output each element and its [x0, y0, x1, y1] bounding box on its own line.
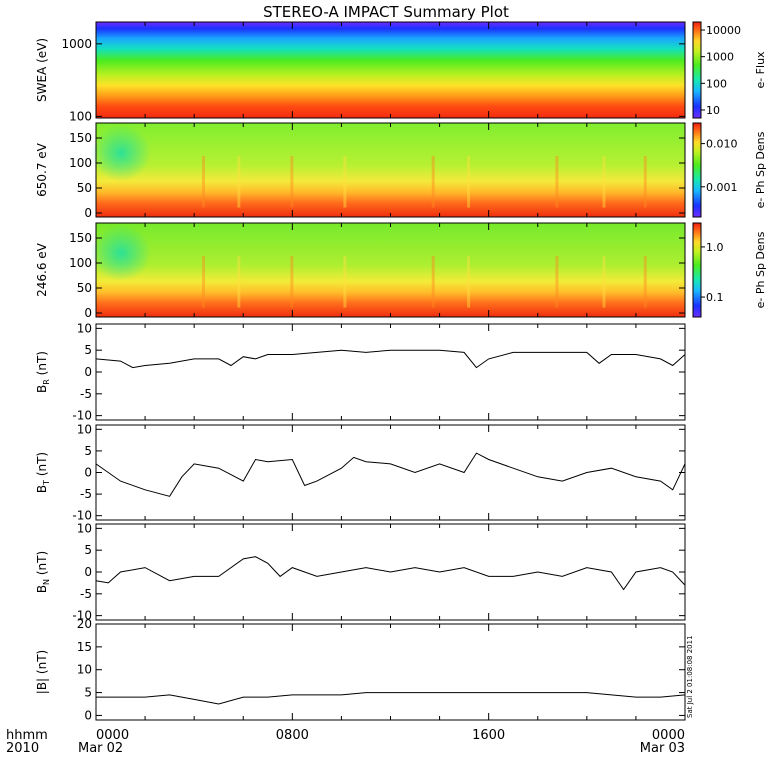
y-tick-label: 10	[77, 422, 92, 436]
heatmap-streak	[290, 255, 294, 308]
footer-date-start: Mar 02	[78, 741, 123, 756]
y-tick-label: 0	[84, 365, 92, 379]
y-axis-label: BT (nT)	[35, 452, 51, 493]
footer-hhmm-label: hhmm	[6, 728, 48, 743]
y-axis-label-sub: N	[42, 579, 51, 585]
colorbar-tick-label: 1.0	[706, 241, 724, 254]
y-tick-label: 100	[69, 109, 92, 123]
heatmap-streak	[643, 255, 647, 308]
heatmap-panel-0	[96, 22, 685, 118]
colorbar-label: e- Ph Sp Dens	[754, 131, 767, 208]
panel-frame	[95, 623, 686, 721]
y-tick-label: 10	[77, 321, 92, 335]
y-tick-label: 50	[77, 281, 92, 295]
heatmap-streak	[643, 155, 647, 208]
heatmap-streak	[431, 155, 435, 208]
colorbar-2	[692, 222, 702, 318]
panel-frame	[95, 424, 686, 521]
heatmap-streak	[602, 155, 606, 208]
heatmap-streak	[467, 155, 471, 208]
colorbar-tick-label: 0.001	[706, 181, 738, 194]
y-tick-label: 5	[84, 543, 92, 557]
colorbar-tick-label: 10000	[706, 24, 741, 37]
colorbar-0	[692, 21, 702, 119]
heatmap-streak	[555, 255, 559, 308]
y-tick-label: 100	[69, 256, 92, 270]
heatmap-streak	[431, 255, 435, 308]
y-tick-label: 0	[84, 565, 92, 579]
heatmap-streak	[555, 155, 559, 208]
y-tick-label: 100	[69, 156, 92, 170]
y-axis-label: BN (nT)	[35, 551, 51, 593]
colorbar-tick-label: 0.010	[706, 138, 738, 151]
y-axis-label: 650.7 eV	[35, 142, 49, 197]
y-tick-label: 0	[84, 206, 92, 220]
y-axis-label-unit: (nT)	[35, 650, 49, 678]
y-tick-label: -5	[80, 387, 92, 401]
heatmap-blob-2	[91, 225, 151, 281]
y-axis-label-unit: (nT)	[35, 452, 49, 480]
colorbar-tick-label: 100	[706, 77, 727, 90]
y-tick-label: 20	[77, 617, 92, 631]
y-tick-label: 15	[77, 640, 92, 654]
y-tick-label: 0	[84, 466, 92, 480]
timestamp-stamp: Sat Jul 2 01:08:08 2011	[686, 635, 694, 718]
series-line-5	[95, 556, 686, 591]
y-tick-label: -10	[72, 409, 92, 423]
footer-date-end: Mar 03	[640, 741, 685, 756]
heatmap-streak	[290, 155, 294, 208]
colorbar-tick-label: 1000	[706, 51, 734, 64]
y-tick-label: 1000	[61, 37, 92, 51]
y-tick-label: 50	[77, 181, 92, 195]
heatmap-streak	[343, 155, 347, 208]
y-axis-label-sub: R	[42, 379, 51, 385]
series-line-4	[95, 452, 686, 497]
colorbar-1	[692, 122, 702, 218]
y-tick-label: 10	[77, 521, 92, 535]
y-axis-label: SWEA (eV)	[35, 38, 49, 102]
series-line-6	[96, 692, 686, 705]
x-tick-label: 0800	[276, 728, 309, 743]
x-tick-label: 1600	[472, 728, 505, 743]
x-tick-label: 0000	[652, 728, 685, 743]
y-tick-label: -10	[72, 509, 92, 523]
y-tick-label: 0	[84, 708, 92, 722]
colorbar-label: e- Flux	[754, 51, 767, 89]
y-axis-label-unit: (nT)	[35, 351, 49, 379]
y-tick-label: -5	[80, 487, 92, 501]
heatmap-panel-2	[96, 223, 685, 317]
panel-frame	[95, 323, 686, 421]
y-tick-label: 5	[84, 686, 92, 700]
y-tick-label: 10	[77, 663, 92, 677]
series-line-3	[95, 349, 686, 369]
y-tick-label: -10	[72, 609, 92, 623]
x-tick-label: 0000	[96, 728, 129, 743]
heatmap-streak	[602, 255, 606, 308]
y-axis-label-sub: T	[42, 480, 51, 486]
y-tick-label: 150	[69, 131, 92, 145]
y-axis-label: 246.6 eV	[35, 242, 49, 297]
heatmap-panel-1	[96, 123, 685, 217]
heatmap-blob-1	[91, 125, 151, 181]
y-axis-label: BR (nT)	[35, 351, 51, 393]
heatmap-streak	[202, 255, 206, 308]
footer-year-label: 2010	[6, 741, 39, 756]
y-axis-label-unit: (nT)	[35, 551, 49, 579]
y-axis-label: |B| (nT)	[35, 650, 49, 694]
heatmap-streak	[202, 155, 206, 208]
y-tick-label: 5	[84, 444, 92, 458]
y-tick-label: -5	[80, 587, 92, 601]
y-tick-label: 0	[84, 306, 92, 320]
heatmap-streak	[237, 155, 241, 208]
figure-title: STEREO-A IMPACT Summary Plot	[263, 3, 509, 21]
colorbar-tick-label: 0.1	[706, 291, 724, 304]
heatmap-streak	[343, 255, 347, 308]
heatmap-streak	[237, 255, 241, 308]
colorbar-tick-label: 10	[706, 104, 720, 117]
y-tick-label: 150	[69, 231, 92, 245]
heatmap-streak	[467, 255, 471, 308]
y-tick-label: 5	[84, 343, 92, 357]
colorbar-label: e- Ph Sp Dens	[754, 231, 767, 308]
